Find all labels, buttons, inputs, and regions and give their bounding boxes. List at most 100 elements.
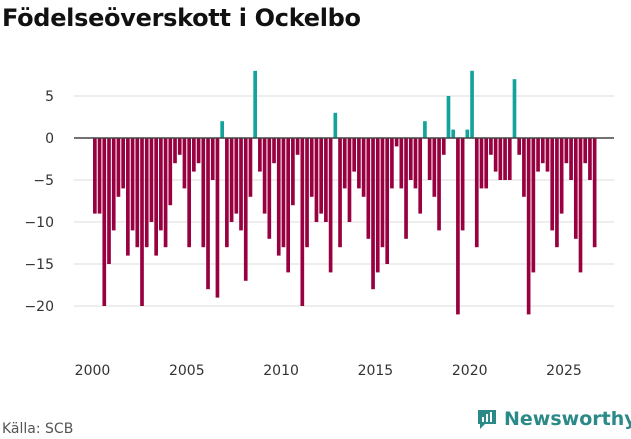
bar[interactable] (474, 138, 479, 248)
bar[interactable] (437, 138, 441, 231)
bar[interactable] (239, 138, 243, 231)
bar[interactable] (540, 138, 545, 164)
bar[interactable] (578, 138, 583, 273)
bar[interactable] (192, 138, 196, 172)
bar[interactable] (102, 138, 107, 306)
bar[interactable] (229, 138, 234, 222)
bar[interactable] (536, 138, 540, 172)
bar[interactable] (503, 138, 507, 180)
bar[interactable] (569, 138, 573, 180)
newsworthy-logo[interactable]: Newsworthy (476, 408, 631, 430)
bar[interactable] (465, 129, 470, 138)
bar[interactable] (324, 138, 328, 222)
bar[interactable] (390, 138, 394, 189)
bar[interactable] (550, 138, 555, 231)
bar[interactable] (314, 138, 319, 222)
bar[interactable] (220, 121, 225, 138)
bar[interactable] (375, 138, 380, 273)
bar[interactable] (489, 138, 493, 155)
bar[interactable] (394, 138, 399, 147)
bar[interactable] (196, 138, 201, 164)
bar[interactable] (144, 138, 149, 248)
bar[interactable] (564, 138, 569, 164)
bar[interactable] (159, 138, 163, 231)
bar[interactable] (135, 138, 140, 248)
bar[interactable] (413, 138, 418, 189)
bar[interactable] (243, 138, 248, 281)
bar[interactable] (441, 138, 446, 155)
bar[interactable] (319, 138, 324, 214)
bar[interactable] (154, 138, 158, 256)
bar[interactable] (371, 138, 375, 290)
bar[interactable] (291, 138, 295, 206)
bar[interactable] (531, 138, 536, 273)
bar[interactable] (111, 138, 116, 231)
bar[interactable] (272, 138, 276, 164)
bar[interactable] (281, 138, 286, 248)
bar[interactable] (206, 138, 210, 290)
bar[interactable] (97, 138, 102, 214)
bar[interactable] (177, 138, 182, 155)
bar[interactable] (559, 138, 564, 214)
bar[interactable] (493, 138, 498, 172)
bar[interactable] (460, 138, 465, 231)
bar[interactable] (276, 138, 281, 256)
bar[interactable] (248, 138, 253, 197)
bar[interactable] (408, 138, 413, 180)
bar[interactable] (300, 138, 305, 306)
bar[interactable] (361, 138, 366, 197)
bar[interactable] (163, 138, 168, 248)
bar[interactable] (328, 138, 333, 273)
bar[interactable] (253, 70, 258, 138)
bar[interactable] (267, 138, 272, 239)
bar[interactable] (366, 138, 371, 239)
bar[interactable] (385, 138, 390, 264)
bar[interactable] (470, 70, 474, 138)
bar[interactable] (126, 138, 130, 256)
bar[interactable] (130, 138, 135, 231)
bar[interactable] (573, 138, 578, 239)
bar[interactable] (522, 138, 526, 197)
bar[interactable] (588, 138, 592, 180)
bar[interactable] (427, 138, 432, 180)
bar[interactable] (423, 121, 427, 138)
bar[interactable] (526, 138, 531, 315)
bar[interactable] (342, 138, 347, 189)
bar[interactable] (234, 138, 239, 214)
bar[interactable] (512, 79, 517, 138)
bar[interactable] (418, 138, 423, 214)
bar[interactable] (187, 138, 191, 248)
bar[interactable] (404, 138, 408, 239)
bar[interactable] (93, 138, 97, 214)
bar[interactable] (479, 138, 484, 189)
bar[interactable] (225, 138, 229, 248)
bar[interactable] (347, 138, 352, 222)
bar[interactable] (357, 138, 361, 189)
bar[interactable] (262, 138, 267, 214)
bar[interactable] (484, 138, 489, 189)
bar[interactable] (338, 138, 342, 248)
bar[interactable] (286, 138, 291, 273)
bar[interactable] (168, 138, 173, 206)
bar[interactable] (305, 138, 309, 248)
bar[interactable] (592, 138, 597, 248)
bar[interactable] (352, 138, 357, 172)
bar[interactable] (201, 138, 206, 248)
bar[interactable] (583, 138, 588, 164)
bar[interactable] (456, 138, 460, 315)
bar[interactable] (446, 96, 451, 138)
bar[interactable] (333, 112, 338, 138)
bar[interactable] (116, 138, 121, 197)
bar[interactable] (107, 138, 111, 264)
bar[interactable] (399, 138, 404, 189)
bar[interactable] (173, 138, 177, 164)
bar[interactable] (507, 138, 512, 180)
bar[interactable] (517, 138, 522, 155)
bar[interactable] (149, 138, 154, 222)
bar[interactable] (555, 138, 559, 248)
bar[interactable] (309, 138, 314, 197)
bar[interactable] (215, 138, 220, 298)
bar[interactable] (498, 138, 503, 180)
bar[interactable] (295, 138, 300, 155)
bar[interactable] (210, 138, 215, 180)
